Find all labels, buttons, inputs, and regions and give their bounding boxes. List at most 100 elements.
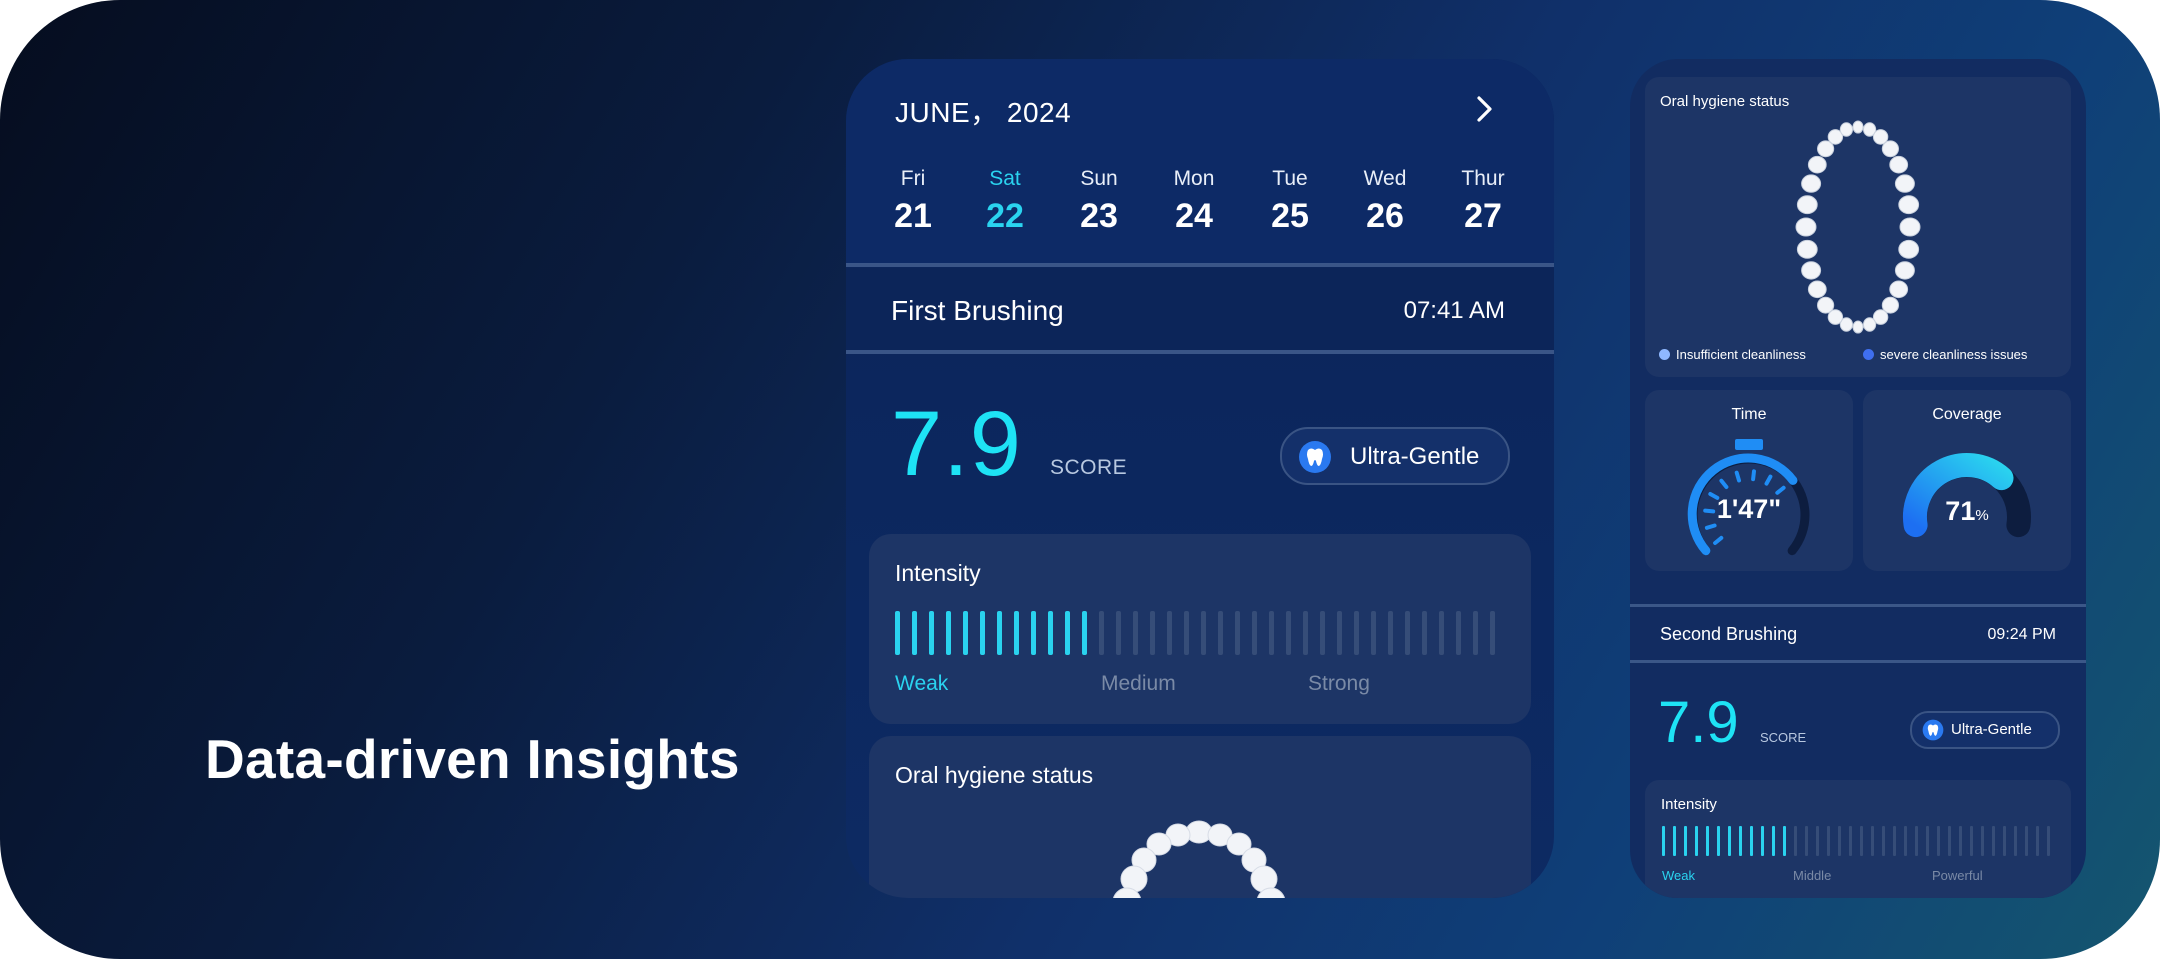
intensity-bar	[1082, 611, 1087, 655]
level-medium: Medium	[1101, 672, 1176, 695]
level-powerful: Powerful	[1932, 868, 1983, 883]
teeth-arch-icon	[1795, 120, 1921, 334]
intensity-bar	[1303, 611, 1308, 655]
coverage-gauge	[1903, 453, 2031, 538]
day-date: 26	[1366, 197, 1404, 235]
intensity-bar	[997, 611, 1002, 655]
divider	[1630, 604, 2086, 607]
time-gauge-title: Time	[1731, 406, 1767, 423]
score-value: 7.9	[1658, 690, 1739, 755]
intensity-bar	[1662, 826, 1665, 856]
session-name[interactable]: Second Brushing	[1660, 624, 1798, 644]
day-name: Thur	[1461, 167, 1505, 190]
mode-label: Ultra-Gentle	[1350, 443, 1480, 470]
mode-badge[interactable]: Ultra-Gentle	[1910, 711, 2060, 749]
day-name: Fri	[900, 167, 926, 190]
day-wed[interactable]: Wed 26	[1340, 167, 1430, 236]
intensity-bar	[2003, 826, 2006, 856]
coverage-gauge-card: Coverage 71%	[1863, 390, 2071, 571]
intensity-bar	[1252, 611, 1257, 655]
intensity-bar	[1456, 611, 1461, 655]
day-tue[interactable]: Tue 25	[1245, 167, 1335, 236]
level-weak: Weak	[895, 672, 949, 695]
oral-status-title: Oral hygiene status	[1660, 93, 1790, 110]
mode-badge[interactable]: Ultra-Gentle	[1280, 427, 1510, 485]
gauge-tick	[1751, 469, 1756, 482]
intensity-bar	[980, 611, 985, 655]
legend-dot	[1659, 349, 1670, 360]
intensity-title: Intensity	[1661, 796, 1717, 813]
intensity-bar	[1926, 826, 1929, 856]
gauge-tick	[1703, 508, 1716, 514]
day-sun[interactable]: Sun 23	[1054, 167, 1144, 236]
tooth-icon	[1299, 441, 1331, 473]
phone-secondary-screen: Oral hygiene status Insufficient cleanli…	[1630, 59, 2086, 898]
gauge-tick	[1734, 470, 1741, 483]
tooth	[1796, 239, 1818, 259]
month-label: JUNE， 2024	[895, 97, 1072, 128]
legend-label: Insufficient cleanliness	[1676, 347, 1806, 362]
tooth	[1889, 155, 1909, 174]
intensity-bar	[912, 611, 917, 655]
intensity-title: Intensity	[895, 560, 981, 586]
score-label: SCORE	[1760, 730, 1807, 745]
tooth	[1894, 174, 1915, 193]
intensity-bar	[946, 611, 951, 655]
tooth	[1889, 280, 1909, 299]
intensity-bar	[1439, 611, 1444, 655]
intensity-bar	[1673, 826, 1676, 856]
level-middle: Middle	[1793, 868, 1832, 883]
tooth	[1839, 122, 1854, 137]
day-name: Wed	[1363, 167, 1407, 190]
intensity-bar	[1031, 611, 1036, 655]
intensity-bar	[1816, 826, 1819, 856]
intensity-bar	[1915, 826, 1918, 856]
intensity-bar	[1116, 611, 1121, 655]
teeth-arch-icon	[1113, 820, 1285, 898]
tooth	[1807, 155, 1827, 174]
coverage-gauge-value: 71%	[1863, 496, 2071, 527]
chevron-right-icon[interactable]	[1472, 95, 1496, 123]
intensity-bar	[1405, 611, 1410, 655]
intensity-bar	[1937, 826, 1940, 856]
day-mon[interactable]: Mon 24	[1149, 167, 1239, 236]
intensity-bar	[1805, 826, 1808, 856]
intensity-bar	[1684, 826, 1687, 856]
session-row-first[interactable]: First Brushing 07:41 AM	[846, 268, 1554, 350]
divider	[846, 263, 1554, 267]
intensity-bar	[2025, 826, 2028, 856]
tooth	[1852, 120, 1864, 134]
intensity-bar	[1320, 611, 1325, 655]
score-value: 7.9	[891, 393, 1022, 495]
level-weak: Weak	[1662, 868, 1695, 883]
intensity-bar	[1490, 611, 1495, 655]
oral-status-card: Oral hygiene status Insufficient cleanli…	[1645, 77, 2071, 377]
tooth	[1863, 317, 1877, 332]
intensity-bar	[1849, 826, 1852, 856]
coverage-gauge-title: Coverage	[1932, 406, 2002, 423]
day-fri[interactable]: Fri 21	[868, 167, 958, 236]
tooth	[1827, 129, 1844, 145]
intensity-bar	[1904, 826, 1907, 856]
intensity-bar	[1838, 826, 1841, 856]
calendar-header: JUNE， 2024 Fri 21 Sat 22 Sun 23 Mon	[846, 59, 1554, 264]
intensity-bar	[1871, 826, 1874, 856]
day-name: Mon	[1173, 167, 1215, 190]
day-thur[interactable]: Thur 27	[1438, 167, 1528, 236]
gauge-tick	[1775, 485, 1786, 495]
intensity-bar	[1286, 611, 1291, 655]
tooth	[1872, 309, 1889, 325]
intensity-bar	[1269, 611, 1274, 655]
divider	[846, 350, 1554, 354]
intensity-bar	[1065, 611, 1070, 655]
day-sat[interactable]: Sat 22	[960, 167, 1050, 236]
intensity-bar	[1739, 826, 1742, 856]
stopwatch-gauge	[1687, 439, 1810, 556]
session-time: 07:41 AM	[1403, 297, 1505, 324]
intensity-bar	[1970, 826, 1973, 856]
gauge-tick	[1719, 478, 1729, 489]
tooth-icon	[1922, 719, 1944, 741]
intensity-bar	[1218, 611, 1223, 655]
intensity-bar	[2047, 826, 2050, 856]
legend-dot	[1863, 349, 1874, 360]
